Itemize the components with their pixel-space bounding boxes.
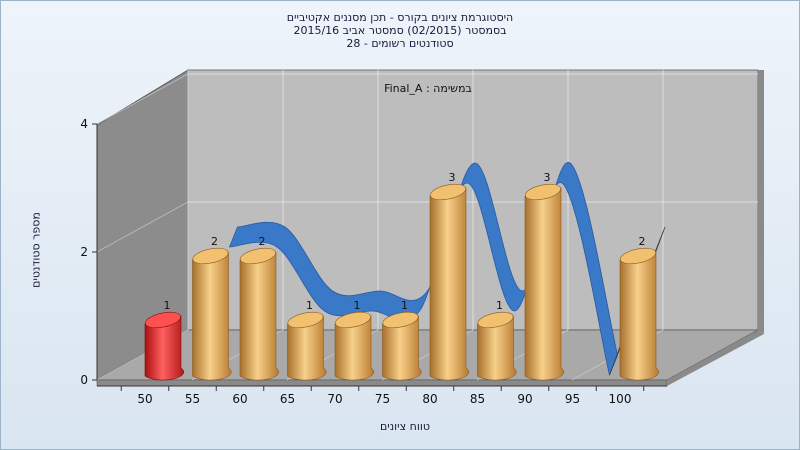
bar-value-label: 2 — [211, 235, 218, 248]
bar-body — [334, 315, 375, 381]
bar-top — [145, 311, 181, 329]
grid-line-side — [96, 201, 189, 253]
bar: 1 — [477, 299, 517, 381]
bar-body — [429, 187, 470, 381]
bar-body — [287, 315, 327, 381]
x-tick-label: 100 — [609, 392, 632, 406]
y-tick-label: 4 — [80, 117, 88, 131]
floor-edge — [96, 379, 668, 387]
bar-top — [240, 247, 276, 265]
bar-top — [620, 247, 656, 265]
chart-title-line-1: היסטוגרמת ציונים בקורס - תכן מסננים אקטי… — [286, 11, 514, 24]
bar: 3 — [429, 171, 470, 381]
bar: 1 — [334, 299, 375, 381]
bar: 2 — [192, 235, 232, 381]
chart-title-line-2: בסמסטר (02/2015) סמסטר אביב 2015/16 — [293, 24, 507, 37]
bar-top — [430, 183, 466, 201]
right-edge — [758, 70, 764, 334]
x-tick-label: 95 — [565, 392, 580, 406]
x-tick-label: 60 — [232, 392, 247, 406]
x-tick-label: 75 — [375, 392, 390, 406]
bar-body — [192, 251, 232, 381]
chart-title-line-3: סטודנטים רשומים - 28 — [346, 37, 454, 50]
bar-value-label: 3 — [449, 171, 456, 184]
x-axis-label: טווח ציונים — [380, 420, 430, 433]
bar-body — [477, 315, 517, 381]
bar-body — [382, 315, 422, 381]
x-tick-label: 90 — [517, 392, 532, 406]
bar-top — [192, 247, 229, 265]
bar-top — [525, 183, 561, 201]
bar-top — [477, 311, 514, 329]
bar: 2 — [239, 235, 280, 381]
bar-value-label: 1 — [401, 299, 408, 312]
bar-body — [144, 315, 185, 381]
bar-value-label: 1 — [306, 299, 313, 312]
bar-top — [335, 311, 371, 329]
bar: 1 — [144, 299, 185, 381]
bar: 2 — [619, 235, 660, 381]
bar-value-label: 1 — [354, 299, 361, 312]
x-tick-label: 50 — [137, 392, 152, 406]
bar-value-label: 1 — [496, 299, 503, 312]
bar-value-label: 1 — [164, 299, 171, 312]
x-tick-label: 55 — [185, 392, 200, 406]
bar: 3 — [524, 171, 565, 381]
bar-body — [524, 187, 565, 381]
bar-top — [287, 311, 324, 329]
y-tick-label: 0 — [80, 373, 88, 387]
x-tick-label: 80 — [422, 392, 437, 406]
chart-title: היסטוגרמת ציונים בקורס - תכן מסננים אקטי… — [0, 11, 800, 50]
floor-right-edge — [667, 330, 764, 386]
y-axis-label: מספר סטודנטים — [29, 212, 43, 288]
axes: 0 2 4 50 55 60 65 70 75 80 85 90 95 100 — [80, 117, 667, 406]
bars: 1 2 2 1 1 1 3 1 3 2 — [144, 171, 660, 381]
bar-value-label: 3 — [544, 171, 551, 184]
bar: 1 — [287, 299, 327, 381]
x-tick-label: 70 — [327, 392, 342, 406]
bar-body — [239, 251, 280, 381]
bar: 1 — [382, 299, 422, 381]
bar-value-label: 2 — [259, 235, 266, 248]
bar-top — [382, 311, 419, 329]
y-tick-label: 2 — [80, 245, 88, 259]
grid-line-side — [96, 73, 189, 125]
bar-body — [619, 251, 660, 381]
bar-value-label: 2 — [639, 235, 646, 248]
chart-annotation: במשימה : Final_A — [384, 82, 472, 95]
x-tick-label: 65 — [280, 392, 295, 406]
x-tick-label: 85 — [470, 392, 485, 406]
